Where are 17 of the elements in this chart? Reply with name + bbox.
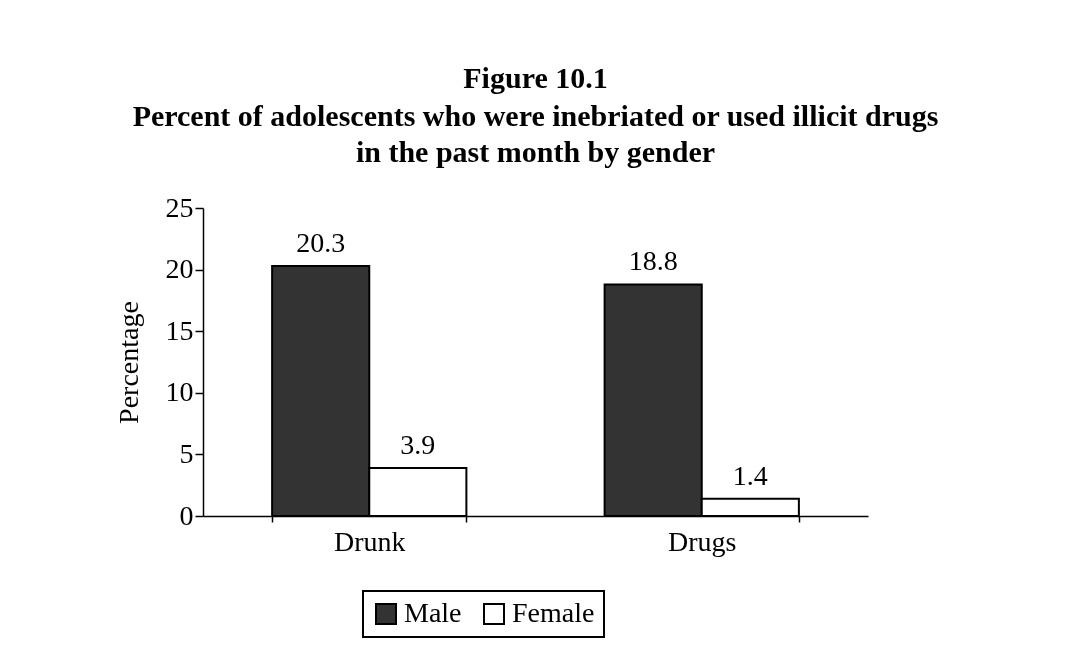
data-label: 20.3 <box>296 226 346 258</box>
y-tick-label: 20 <box>165 253 194 285</box>
data-label: 18.8 <box>628 245 678 277</box>
y-tick-label: 5 <box>179 437 194 469</box>
y-tick-label: 10 <box>165 376 194 408</box>
x-tick-label: Drunk <box>333 525 406 557</box>
chart-subtitle: Percent of adolescents who were inebriated or used illicit drugs in the past month by gender <box>132 99 939 168</box>
data-label: 3.9 <box>400 428 436 460</box>
chart-title: Figure 10.1 <box>463 61 608 94</box>
x-tick-label: Drugs <box>668 525 737 557</box>
y-tick-label: 25 <box>165 191 194 223</box>
legend-label: Female <box>512 597 595 628</box>
legend-label: Male <box>404 597 462 628</box>
y-axis-title: Percentage <box>112 301 144 424</box>
y-tick-label: 0 <box>179 499 194 531</box>
y-tick-label: 15 <box>165 314 194 346</box>
data-label: 1.4 <box>732 459 768 491</box>
